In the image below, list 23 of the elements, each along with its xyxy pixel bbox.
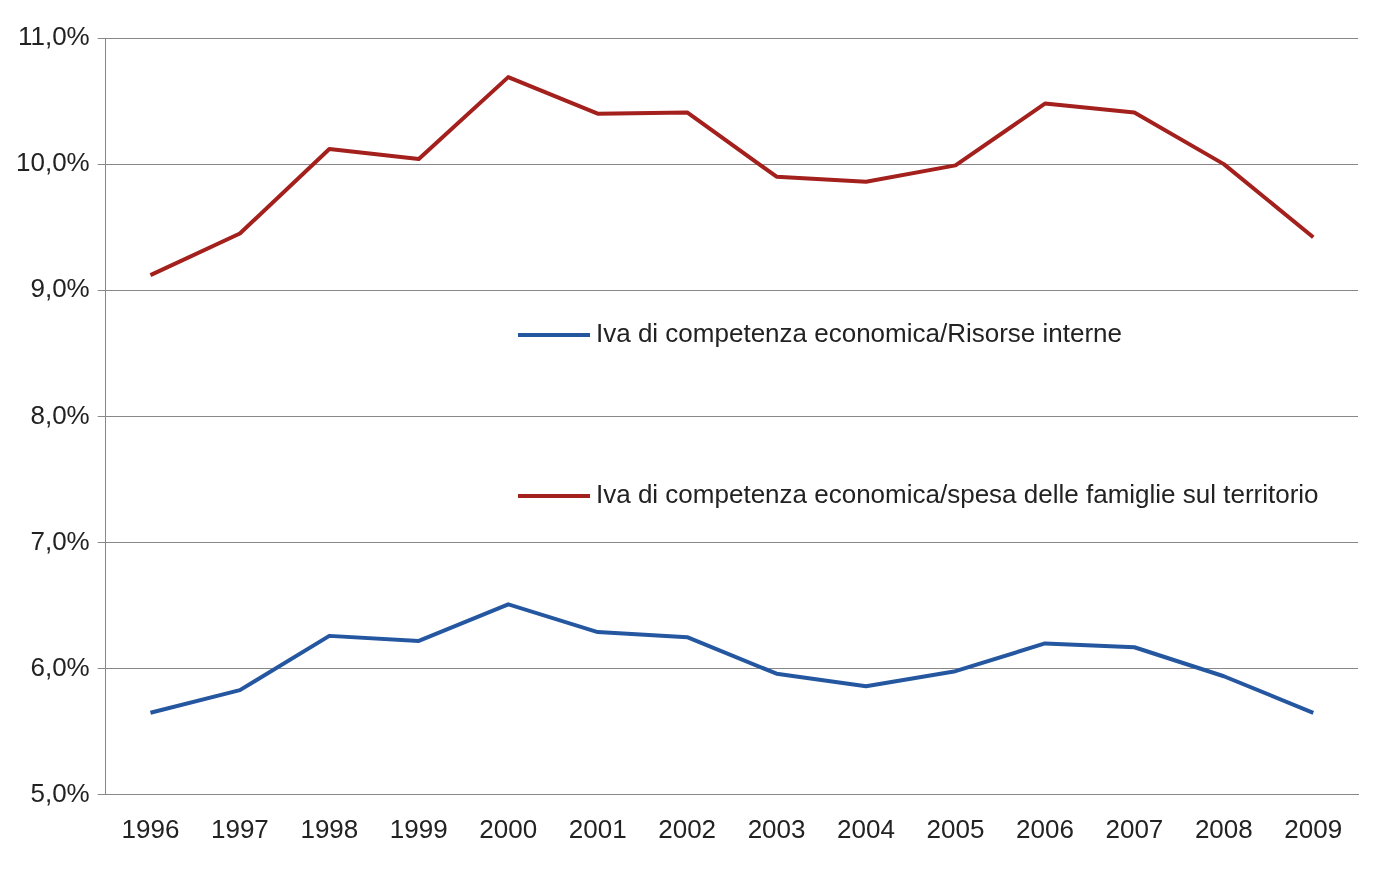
y-tick-label: 10,0% [15,147,90,178]
y-tick-label: 9,0% [30,273,90,304]
x-tick-label: 2001 [568,813,627,844]
x-tick-label: 2005 [926,813,985,844]
x-tick-label: 2000 [479,813,538,844]
y-tick-label: 5,0% [30,777,90,808]
x-tick-label: 2002 [658,813,717,844]
x-tick-label: 2004 [837,813,895,844]
x-tick-label: 1997 [210,813,269,844]
y-tick-label: 8,0% [30,399,90,430]
x-tick-label: 1999 [389,813,448,844]
legend-label: Iva di competenza economica/spesa delle famiglie sul territorio [596,479,1319,510]
x-tick-label: 2009 [1284,813,1343,844]
x-tick-label: 2008 [1194,813,1253,844]
y-tick-label: 11,0% [17,21,90,52]
y-tick-label: 6,0% [30,651,90,682]
x-tick-label: 2006 [1016,813,1074,844]
x-tick-label: 1998 [300,813,359,844]
y-tick-label: 7,0% [30,525,90,556]
legend-label: Iva di competenza economica/Risorse interne [596,318,1123,349]
x-tick-label: 1996 [121,813,180,844]
x-tick-label: 2007 [1105,813,1164,844]
x-tick-label: 2003 [747,813,806,844]
